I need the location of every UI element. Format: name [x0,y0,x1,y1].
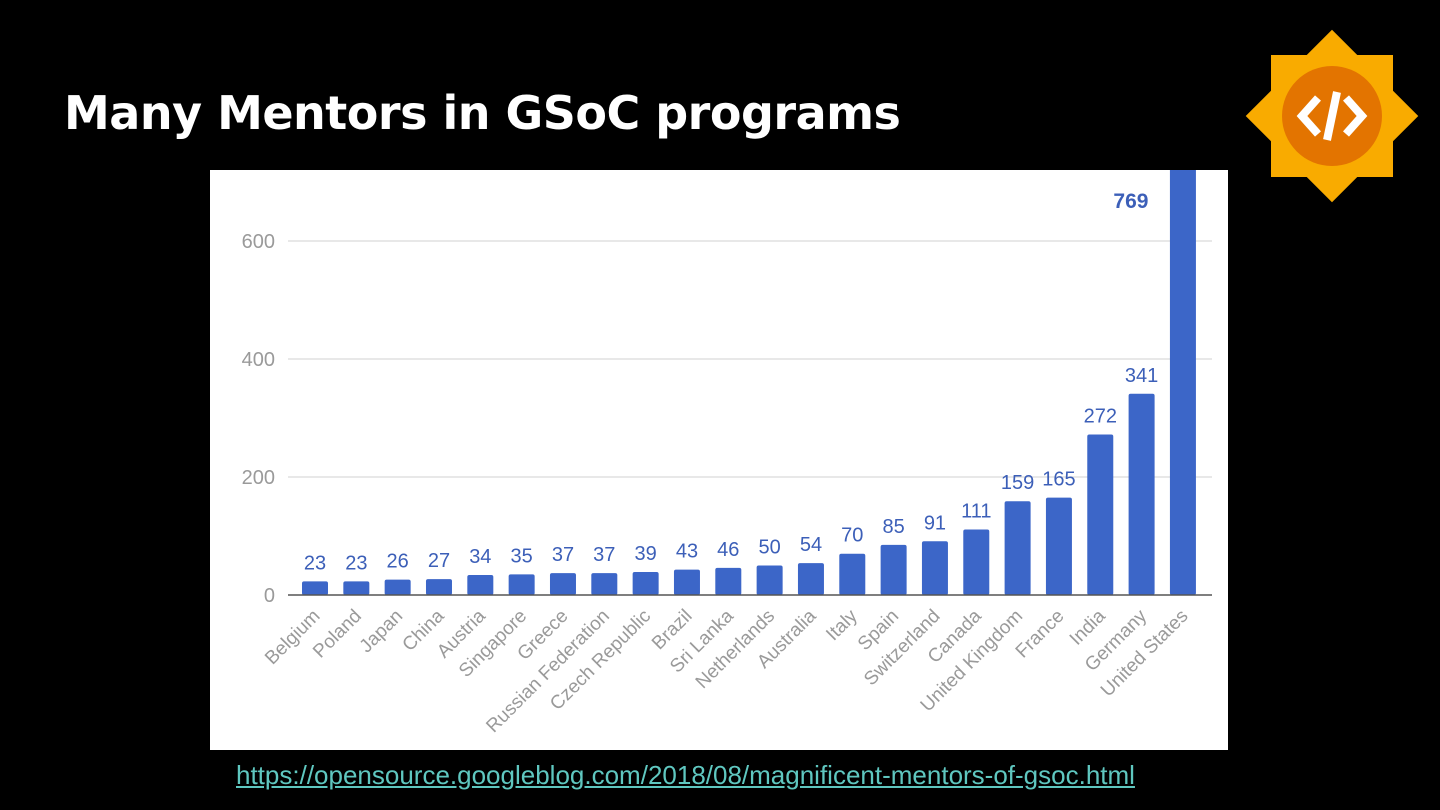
data-label: 159 [1001,472,1034,494]
bar-czech-republic [632,571,659,595]
data-label: 54 [800,534,822,556]
data-label: 272 [1084,406,1117,428]
data-label: 26 [387,551,409,573]
x-tick-label: Belgium [261,606,324,669]
data-label: 35 [511,545,533,567]
bar-switzerland [921,541,948,595]
y-tick-label: 600 [242,231,275,253]
data-label: 91 [924,512,946,534]
bar-germany [1128,393,1155,595]
y-tick-label: 0 [264,585,275,607]
bar-singapore [508,574,535,595]
data-label: 34 [469,546,491,568]
bar-france [1045,497,1072,595]
bar-chart: 020040060023Belgium23Poland26Japan27Chin… [242,170,1212,737]
data-label: 37 [593,544,615,566]
bar-spain [880,544,907,595]
data-label: 70 [841,525,863,547]
data-label: 50 [759,537,781,559]
data-label: 23 [304,552,326,574]
bar-austria [467,574,494,595]
data-label: 85 [882,516,904,538]
x-tick-label: Japan [356,606,407,657]
bar-poland [343,581,370,595]
slide-title: Many Mentors in GSoC programs [64,86,901,140]
data-label: 39 [635,543,657,565]
data-label: 165 [1042,469,1075,491]
bar-netherlands [756,565,783,595]
bar-united-states [1169,170,1196,595]
bar-china [425,579,452,595]
y-tick-label: 400 [242,349,275,371]
bar-australia [797,563,824,595]
bar-russian-federation [591,573,618,595]
data-label: 46 [717,539,739,561]
bar-brazil [673,569,700,595]
bar-canada [963,529,990,595]
source-link[interactable]: https://opensource.googleblog.com/2018/0… [236,760,1135,790]
data-label: 27 [428,550,450,572]
data-label: 43 [676,541,698,563]
bar-united-kingdom [1004,501,1031,595]
bar-greece [549,573,576,595]
chart-panel: 0 200 400 600 23 Belgium 23 Poland 26 Japan 27 Chin… [210,170,1228,750]
bar-india [1087,434,1114,595]
y-tick-label: 200 [242,467,275,489]
data-label: 341 [1125,365,1158,387]
bar-japan [384,579,411,595]
data-label: 111 [961,501,991,523]
data-label: 769 [1113,190,1148,213]
bar-italy [839,553,866,595]
bar-sri-lanka [715,567,742,595]
bar-belgium [302,581,328,595]
data-label: 23 [345,552,367,574]
data-label: 37 [552,544,574,566]
gsoc-logo-icon [1245,29,1419,203]
